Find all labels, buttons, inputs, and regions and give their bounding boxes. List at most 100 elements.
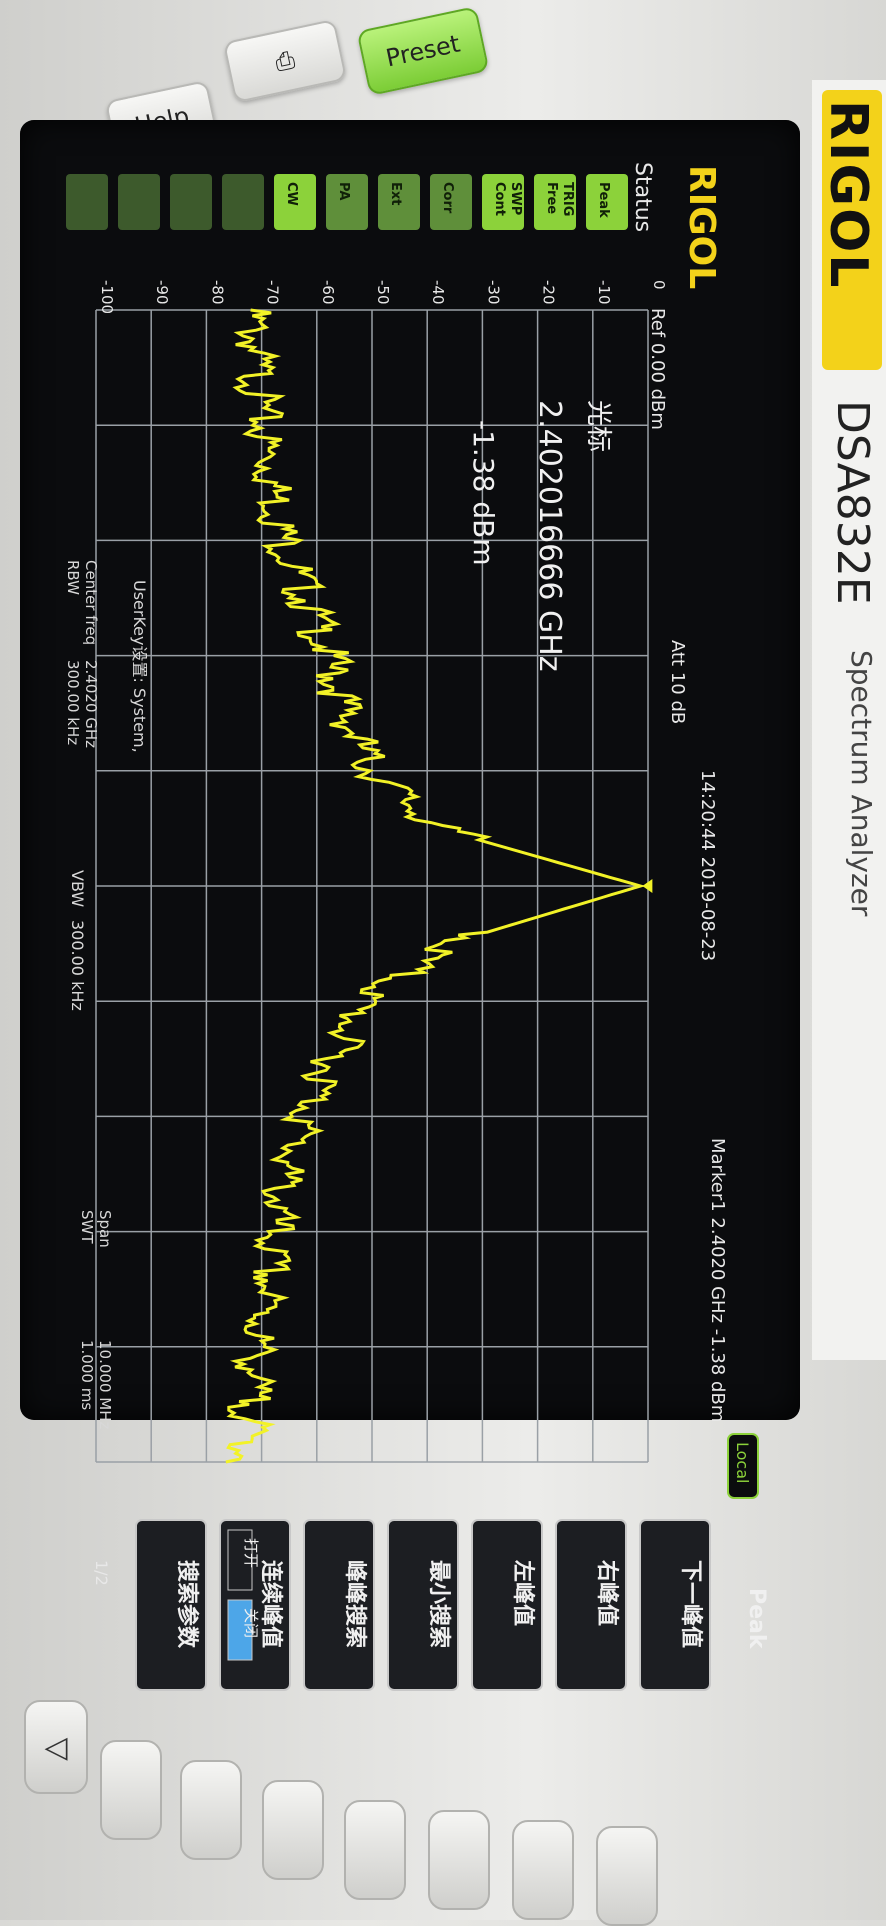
rbw-value: 300.00 kHz <box>64 660 82 745</box>
peak-icon: Peak <box>586 174 628 230</box>
softkey-4[interactable] <box>303 1519 375 1691</box>
softkey-label: 峰峰搜索 <box>342 1560 367 1648</box>
softkey-label: 左峰值 <box>510 1560 536 1626</box>
status-icon-background <box>118 174 160 230</box>
y-tick-label: 0 <box>650 280 668 290</box>
y-tick-label: -50 <box>374 280 392 305</box>
status-icon-background <box>482 174 524 230</box>
marker-box-level: -1.38 dBm <box>467 420 500 566</box>
status-icon-background <box>326 174 368 230</box>
span-label: Span <box>96 1210 114 1248</box>
status-icon-background <box>378 174 420 230</box>
spectrum-trace <box>225 308 646 1464</box>
softkey-2[interactable] <box>471 1519 543 1691</box>
ref-level: Ref 0.00 dBm <box>647 308 668 430</box>
y-tick-label: -20 <box>540 280 558 305</box>
vbw-label: VBW <box>68 870 87 907</box>
continuous-peak-on-option[interactable] <box>227 1529 253 1591</box>
continuous-peak-off-option[interactable] <box>227 1599 253 1661</box>
continuous-peak-option-label: 打开 <box>242 1538 260 1568</box>
cw-icon: CW <box>274 174 316 230</box>
status-icon-label: SWP <box>508 182 523 215</box>
hardware-softkey-3[interactable] <box>262 1780 324 1880</box>
marker-1-point <box>642 879 653 893</box>
attenuation: Att 10 dB <box>667 640 688 724</box>
back-button[interactable]: ◁ <box>24 1700 88 1794</box>
softkey-label: 最小搜索 <box>426 1560 451 1648</box>
pa-icon: PA <box>326 174 368 230</box>
marker-readout: Marker1 2.4020 GHz -1.38 dBm <box>707 1138 728 1422</box>
corr-icon: Corr <box>430 174 472 230</box>
softkey-1[interactable] <box>555 1519 627 1691</box>
center-freq-label: Center freq <box>82 560 100 645</box>
status-icon-background <box>274 174 316 230</box>
y-tick-labels: 0 -10 -20 -30 -40 -50 -60 -70 -80 -90 -100 <box>98 280 668 314</box>
y-tick-label: -80 <box>208 280 226 305</box>
hardware-softkey-5[interactable] <box>428 1810 490 1910</box>
y-tick-label: -70 <box>264 280 282 305</box>
status-icon-label: Peak <box>596 182 611 218</box>
ext-icon: Ext <box>378 174 420 230</box>
analyzer-screen <box>20 120 800 1420</box>
continuous-peak-option-label: 关闭 <box>242 1608 260 1638</box>
timestamp: 14:20:44 2019-08-23 <box>697 770 718 961</box>
status-icon-label: Free <box>544 182 559 214</box>
triangle-left-icon: ◁ <box>44 1729 68 1765</box>
y-tick-label: -10 <box>595 280 613 305</box>
status-icon-label: Corr <box>440 182 455 214</box>
hardware-softkey-7[interactable] <box>596 1826 658 1926</box>
status-icon-label: PA <box>336 182 351 200</box>
status-icon-background <box>586 174 628 230</box>
blank-icon <box>222 174 264 230</box>
softkey-label: 搜索参数 <box>174 1560 200 1649</box>
marker-box-frequency: 2.402016666 GHz <box>532 400 567 672</box>
vbw-value: 300.00 kHz <box>68 920 87 1011</box>
status-label: Status <box>630 162 655 232</box>
local-badge-label: Local <box>733 1442 752 1483</box>
status-icon-label: Cont <box>492 182 507 216</box>
status-icon-background <box>222 174 264 230</box>
status-icon-label: TRIG <box>560 182 575 216</box>
user-key-line: UserKey设置: System, <box>130 580 149 753</box>
blank-icon <box>118 174 160 230</box>
brand-logo-background <box>822 90 882 370</box>
status-icon-label: CW <box>284 182 299 206</box>
y-tick-label: -90 <box>153 280 171 305</box>
rbw-label: RBW <box>64 560 82 595</box>
y-tick-label: -60 <box>319 280 337 305</box>
softkey-panel-title: Peak <box>744 1588 769 1650</box>
hardware-softkey-4[interactable] <box>344 1800 406 1900</box>
softkey-6[interactable] <box>135 1519 207 1691</box>
status-icon-background <box>430 174 472 230</box>
softkey-page-indicator: 1/2 <box>92 1560 111 1586</box>
softkey-label: 下一峰值 <box>678 1560 704 1648</box>
marker-box-title: 光标 <box>583 400 613 452</box>
center-freq-value: 2.4020 GHz <box>82 660 100 748</box>
y-tick-label: -40 <box>429 280 447 305</box>
swt-value: 1.000 ms <box>78 1340 96 1410</box>
softkey-label: 右峰值 <box>594 1560 620 1626</box>
softkey-0[interactable] <box>639 1519 711 1691</box>
local-badge: Local <box>727 1433 759 1499</box>
softkey-label: 连续峰值 <box>258 1560 284 1648</box>
status-icon-background <box>170 174 212 230</box>
status-icon-label: Ext <box>388 182 403 205</box>
status-icon-background <box>534 174 576 230</box>
screen-logo: RIGOL <box>681 165 722 289</box>
blank-icon <box>170 174 212 230</box>
status-icon-background <box>66 174 108 230</box>
span-value: 10.000 MHz <box>96 1340 114 1429</box>
y-tick-label: -30 <box>484 280 502 305</box>
hardware-softkey-2[interactable] <box>180 1760 242 1860</box>
blank-icon <box>66 174 108 230</box>
y-tick-label: -100 <box>98 280 116 314</box>
softkey-3[interactable] <box>387 1519 459 1691</box>
hardware-softkey-1[interactable] <box>100 1740 162 1840</box>
hardware-softkey-6[interactable] <box>512 1820 574 1920</box>
plot-grid <box>95 309 649 1463</box>
